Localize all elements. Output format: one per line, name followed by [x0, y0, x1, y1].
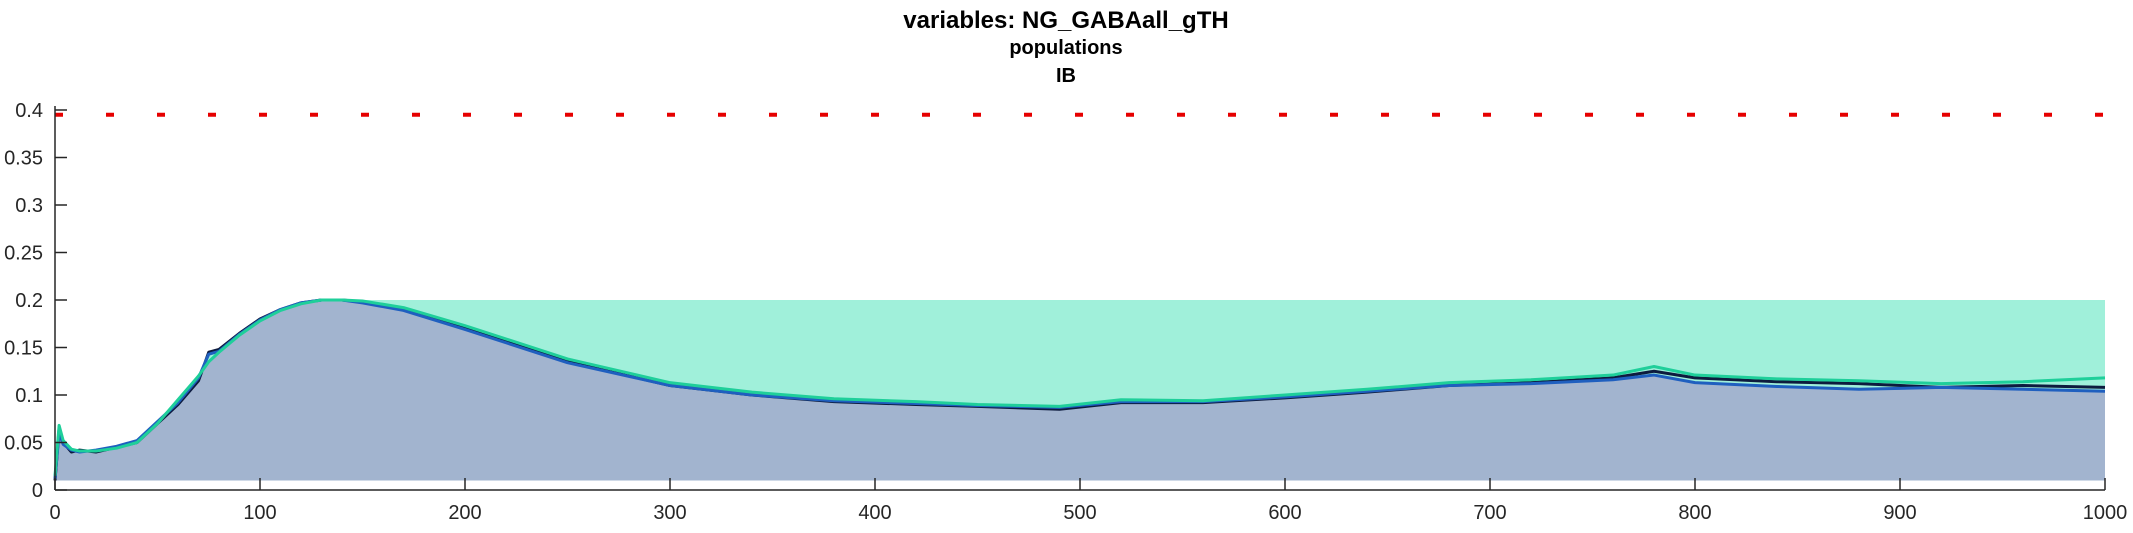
y-tick-label-5: 0.25	[4, 243, 43, 265]
x-tick-label-0: 0	[49, 502, 60, 524]
axes: 0 100 200 300 400 500 600 700 800 900 1000 0 0.05 0.1…	[4, 100, 2127, 524]
y-tick-label-3: 0.15	[4, 338, 43, 360]
x-tick-label-100: 100	[243, 502, 276, 524]
y-tick-label-7: 0.35	[4, 148, 43, 170]
plot-area	[53, 112, 2106, 481]
x-tick-label-700: 700	[1473, 502, 1506, 524]
lower-envelope-area	[55, 300, 2105, 481]
y-tick-label-1: 0.05	[4, 433, 43, 455]
y-tick-label-2: 0.1	[15, 385, 43, 407]
x-tick-label-300: 300	[653, 502, 686, 524]
chart-subtitle-ib: IB	[1056, 65, 1076, 87]
y-tick-label-0: 0	[32, 480, 43, 502]
x-tick-label-600: 600	[1268, 502, 1301, 524]
x-tick-label-900: 900	[1883, 502, 1916, 524]
x-tick-label-1000: 1000	[2083, 502, 2128, 524]
chart-title: variables: NG_GABAall_gTH	[903, 7, 1228, 34]
y-tick-label-8: 0.4	[15, 100, 43, 122]
chart-subtitle-populations: populations	[1009, 37, 1122, 59]
x-tick-label-400: 400	[858, 502, 891, 524]
x-tick-label-200: 200	[448, 502, 481, 524]
x-tick-label-800: 800	[1678, 502, 1711, 524]
series-line-3	[53, 298, 2106, 476]
y-tick-label-6: 0.3	[15, 195, 43, 217]
x-tick-label-500: 500	[1063, 502, 1096, 524]
y-tick-label-4: 0.2	[15, 290, 43, 312]
